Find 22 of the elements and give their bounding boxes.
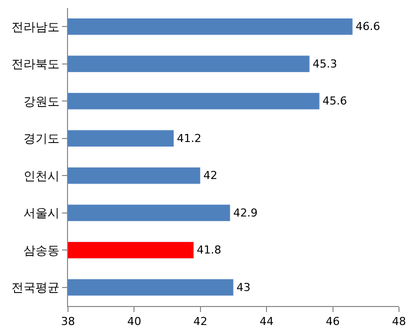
data-label: 43: [236, 280, 250, 294]
x-tick-label: 42: [193, 315, 208, 328]
data-label: 42: [203, 169, 218, 182]
y-tick-label: 서울시: [24, 206, 60, 220]
y-tick-label: 경기도: [24, 132, 60, 146]
x-tick-label: 46: [326, 315, 340, 328]
y-tick-label: 전국평균: [12, 280, 60, 295]
data-label: 41.2: [176, 132, 202, 145]
x-tick-label: 38: [61, 315, 75, 328]
x-tick-label: 44: [260, 315, 274, 328]
data-label: 45.3: [312, 57, 338, 70]
data-label: 42.9: [233, 206, 258, 220]
y-tick-label: 인천시: [24, 168, 60, 183]
y-tick-label: 삼송동: [24, 243, 60, 258]
y-tick-label: 강원도: [24, 94, 60, 108]
data-label: 46.6: [356, 20, 380, 34]
y-tick-label: 전라남도: [12, 20, 60, 34]
data-label: 41.8: [196, 244, 222, 257]
x-tick-label: 40: [127, 315, 142, 328]
y-tick-label: 전라북도: [12, 57, 60, 72]
x-tick-label: 48: [392, 315, 406, 328]
data-label: 45.6: [322, 94, 348, 108]
